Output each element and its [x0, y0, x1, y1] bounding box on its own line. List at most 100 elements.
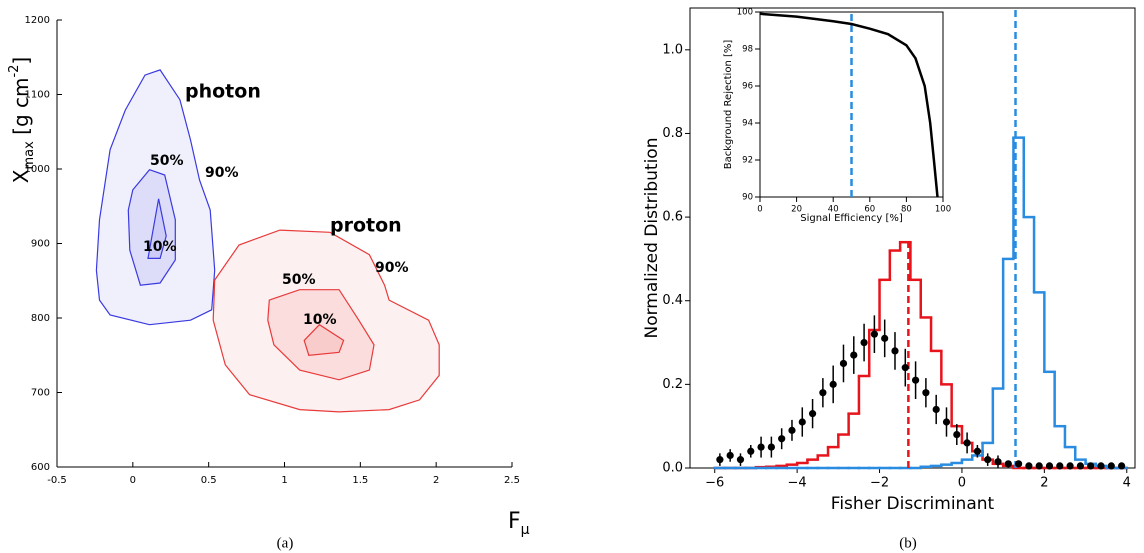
- data-point: [1004, 460, 1012, 468]
- group-label: photon: [185, 81, 261, 103]
- data-point: [1066, 462, 1074, 470]
- data-point: [808, 410, 817, 418]
- x-tick-label: 0: [958, 475, 966, 490]
- data-point: [850, 351, 858, 359]
- data-point: [953, 430, 961, 439]
- y-tick-label: 800: [31, 313, 50, 324]
- data-point: [1118, 462, 1126, 470]
- x-axis-label: Signal Efficiency [%]: [800, 213, 903, 224]
- contour: [267, 289, 375, 381]
- data-point: [881, 334, 889, 342]
- y-tick-label: 700: [31, 388, 50, 399]
- contour: [95, 69, 216, 326]
- data-point: [1107, 462, 1115, 470]
- x-tick-label: 0: [757, 205, 762, 215]
- y-tick-label: 94: [742, 119, 753, 129]
- x-tick-label: 20: [791, 205, 802, 215]
- x-tick-label: 1: [281, 475, 287, 486]
- contour: [212, 229, 440, 413]
- data-point: [1035, 462, 1043, 470]
- y-tick-label: 1.0: [662, 42, 683, 57]
- x-tick-label: −4: [788, 475, 807, 490]
- data-point: [1076, 462, 1085, 470]
- data-point: [1097, 462, 1105, 470]
- x-tick-label: 1.5: [352, 475, 368, 486]
- y-tick-label: 90: [742, 193, 753, 203]
- x-axis-label-part: F: [508, 509, 521, 534]
- data-point: [1045, 462, 1054, 470]
- contour: [127, 168, 176, 286]
- y-tick-label: 0.4: [662, 293, 683, 308]
- data-point: [1025, 462, 1033, 470]
- contour-label: 90%: [375, 260, 409, 276]
- data-point: [788, 426, 796, 434]
- data-point: [1056, 462, 1064, 470]
- y-tick-label: 92: [742, 156, 753, 166]
- data-point: [963, 439, 971, 447]
- contour-label: 50%: [150, 153, 184, 169]
- y-tick-label: 98: [742, 45, 753, 55]
- caption: (a): [277, 535, 294, 551]
- group-label: proton: [330, 215, 402, 237]
- data-point: [1087, 462, 1095, 470]
- data-point: [778, 435, 786, 443]
- x-tick-label: 2: [1040, 475, 1048, 490]
- contour-label: 50%: [282, 272, 316, 288]
- y-tick-label: 96: [742, 82, 753, 92]
- contour-label: 90%: [205, 165, 239, 181]
- data-point: [922, 389, 930, 397]
- y-axis-label: Normalized Distribution: [642, 138, 662, 339]
- x-tick-label: 40: [828, 205, 839, 215]
- y-axis-label-part: max: [22, 141, 37, 170]
- x-axis-label-part: μ: [521, 522, 530, 538]
- data-point: [870, 330, 878, 338]
- y-tick-label: 0.0: [662, 461, 683, 476]
- x-tick-label: 80: [901, 205, 912, 215]
- data-point: [829, 380, 837, 388]
- data-point: [901, 364, 909, 372]
- data-point: [747, 447, 755, 455]
- y-tick-label: 0.2: [662, 377, 683, 392]
- x-axis-label: Fμ: [508, 509, 530, 538]
- x-tick-label: -0.5: [47, 475, 67, 486]
- y-axis-label-part: ]: [9, 57, 33, 65]
- x-axis-label: Fisher Discriminant: [831, 494, 995, 514]
- data-point: [839, 359, 848, 368]
- y-axis-label: Background Rejection [%]: [723, 40, 734, 170]
- y-axis-label-part: X: [9, 169, 33, 183]
- roc-curve: [759, 12, 939, 198]
- y-tick-label: 1200: [25, 15, 50, 26]
- x-tick-label: 0: [130, 475, 136, 486]
- y-tick-label: 1100: [25, 90, 50, 101]
- data-point: [891, 347, 899, 355]
- x-tick-label: 4: [1123, 475, 1131, 490]
- contour: [303, 323, 345, 356]
- x-tick-label: 100: [935, 205, 951, 215]
- caption: (b): [899, 535, 917, 551]
- data-point: [942, 418, 951, 426]
- y-axis-label: Xmax [g cm-2]: [7, 57, 37, 184]
- data-point: [860, 338, 868, 347]
- data-point: [716, 456, 724, 464]
- x-tick-label: −6: [705, 475, 724, 490]
- data-point: [994, 458, 1002, 466]
- data-point: [767, 443, 775, 451]
- y-axis-label-part: -2: [7, 65, 22, 78]
- x-tick-label: −2: [870, 475, 889, 490]
- x-tick-label: 60: [864, 205, 875, 215]
- contour: [147, 198, 167, 259]
- x-tick-label: 2.5: [504, 475, 520, 486]
- data-point: [819, 389, 827, 397]
- y-tick-label: 0.6: [662, 210, 683, 225]
- contour-label: 10%: [303, 312, 337, 328]
- data-point: [736, 456, 745, 464]
- data-point: [932, 405, 940, 414]
- y-axis-label-part: [g cm: [9, 78, 33, 142]
- data-point: [973, 447, 981, 455]
- y-tick-label: 600: [31, 462, 50, 473]
- data-point: [984, 456, 992, 464]
- data-point: [726, 451, 734, 460]
- data-point: [757, 443, 765, 451]
- data-point: [798, 418, 806, 426]
